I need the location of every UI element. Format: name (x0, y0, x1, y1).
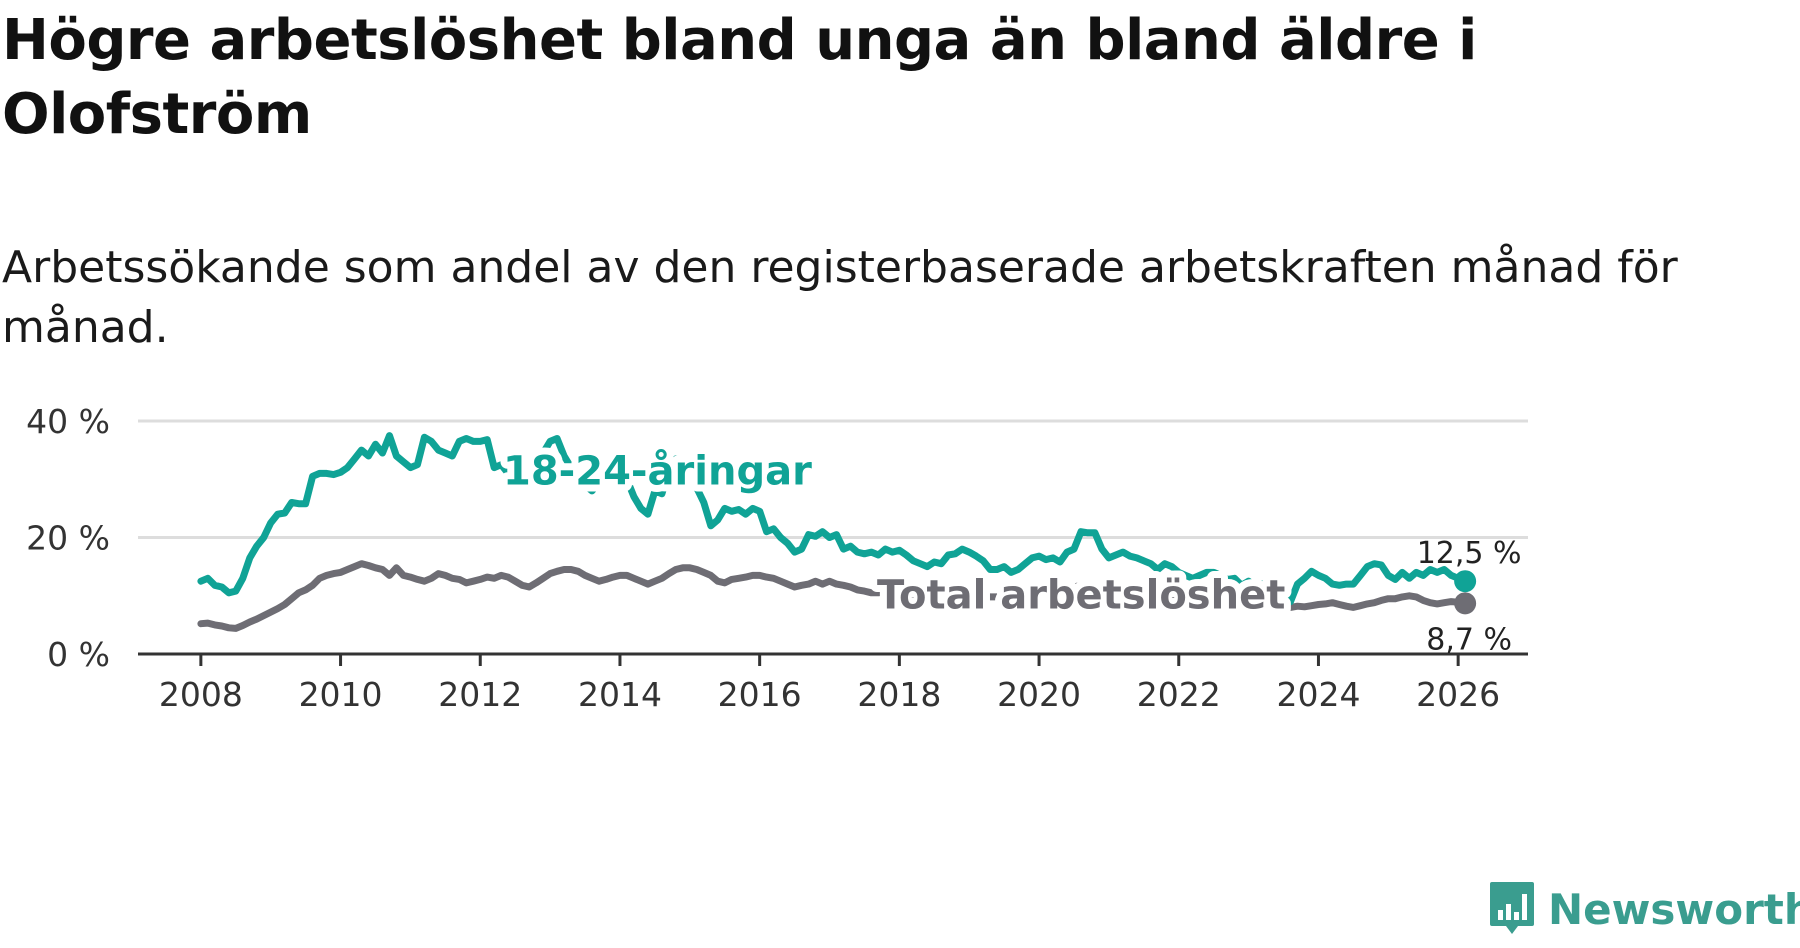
total-series-label: Total arbetslöshet (877, 573, 1285, 619)
y-tick-label: 20 % (26, 519, 110, 558)
total-series-line (197, 560, 1469, 632)
total-end-point (1454, 592, 1477, 615)
newsworthy-logo-icon (1490, 882, 1534, 934)
youth-series-line (197, 432, 1469, 606)
y-tick-label: 40 % (26, 402, 110, 441)
grid-lines (138, 419, 1528, 539)
x-tick-label: 2014 (578, 675, 662, 714)
y-tick-label: 0 % (47, 635, 110, 674)
x-tick-label: 2020 (997, 675, 1081, 714)
youth-end-label: 12,5 % (1417, 536, 1522, 571)
youth-series-label-halo: 18-24-åringar (503, 448, 812, 495)
brand-name: Newsworthy (1548, 884, 1800, 934)
x-tick-label: 2026 (1416, 675, 1500, 714)
x-tick-label: 2012 (438, 675, 522, 714)
x-tick-label: 2016 (718, 675, 802, 714)
x-tick-label: 2008 (159, 675, 243, 714)
x-tick-label: 2022 (1137, 675, 1221, 714)
total-series-label-halo: Total arbetslöshet (877, 573, 1285, 619)
youth-series-label: 18-24-åringar (503, 448, 812, 495)
x-tick-label: 2018 (857, 675, 941, 714)
youth-end-point (1454, 570, 1477, 593)
page-title: Högre arbetslöshet bland unga än bland ä… (2, 8, 1477, 147)
y-axis-ticks: 0 % 20 % 40 % (26, 402, 110, 674)
newsworthy-brand[interactable]: Newsworthy (1488, 880, 1800, 938)
series-lines (197, 432, 1477, 632)
x-tick-label: 2010 (299, 675, 383, 714)
x-axis: 2008 2010 2012 2014 2016 2018 2020 2022 2024 2026 (138, 652, 1528, 714)
total-end-label: 8,7 % (1426, 622, 1512, 657)
line-chart: 0 % 20 % 40 % 2008 2010 2012 2014 2016 2018 2020… (26, 402, 1528, 714)
chart-subtitle: Arbetssökande som andel av den registerb… (2, 242, 1678, 353)
x-tick-label: 2024 (1276, 675, 1360, 714)
